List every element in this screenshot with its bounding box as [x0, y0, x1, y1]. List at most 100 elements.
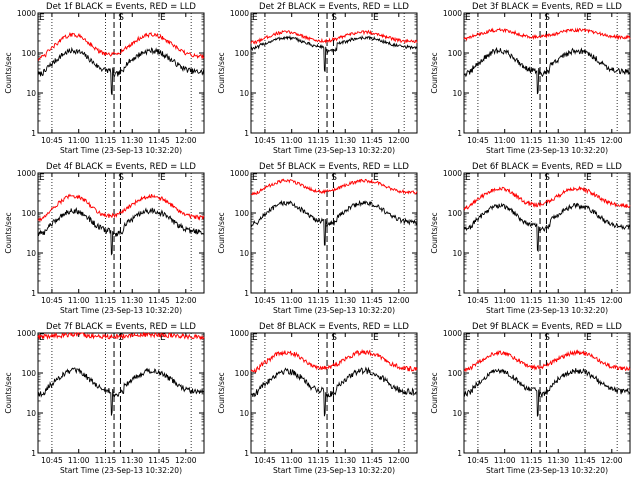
event-marker-label: E [252, 333, 258, 343]
y-tick-label: 100 [235, 49, 250, 58]
x-tick-label: 11:00 [281, 296, 303, 305]
y-tick-label: 1000 [17, 169, 36, 178]
detector-panel-4: Det 4f BLACK = Events, RED = LLD 1 10 100 10… [4, 162, 205, 315]
event-marker-label: S [118, 13, 124, 23]
event-marker-label: E [160, 13, 166, 23]
y-tick-label: 1 [31, 129, 36, 138]
x-axis-label: Start Time (23-Sep-13 10:32:20) [273, 466, 395, 475]
lld-series-line [37, 331, 205, 341]
detector-panel-7: Det 7f BLACK = Events, RED = LLD 1 10 100 10… [4, 322, 205, 475]
y-axis-label: Counts/sec [430, 372, 439, 413]
y-tick-label: 100 [448, 49, 463, 58]
y-tick-label: 1 [457, 449, 462, 458]
plot-frame [250, 332, 418, 454]
event-marker-label: S [331, 333, 337, 343]
y-tick-label: 100 [235, 369, 250, 378]
x-tick-label: 10:45 [254, 456, 276, 465]
lld-series-line [250, 29, 418, 45]
x-tick-label: 12:00 [175, 296, 197, 305]
x-tick-label: 12:00 [601, 296, 623, 305]
y-tick-label: 10 [239, 249, 249, 258]
x-tick-label: 10:45 [467, 136, 489, 145]
detector-panel-5: Det 5f BLACK = Events, RED = LLD 1 10 100 10… [217, 162, 418, 315]
lld-series-line [37, 31, 205, 61]
y-tick-label: 10 [452, 249, 462, 258]
x-tick-label: 12:00 [175, 136, 197, 145]
x-tick-label: 11:30 [547, 136, 569, 145]
event-marker-label: E [39, 13, 45, 23]
x-axis-label: Start Time (23-Sep-13 10:32:20) [273, 306, 395, 315]
panel-title: Det 9f BLACK = Events, RED = LLD [472, 322, 622, 332]
y-tick-label: 100 [448, 209, 463, 218]
x-tick-label: 10:45 [41, 456, 63, 465]
x-tick-label: 12:00 [175, 456, 197, 465]
y-tick-label: 1 [244, 129, 249, 138]
y-tick-label: 1 [31, 449, 36, 458]
panel-title: Det 1f BLACK = Events, RED = LLD [46, 2, 196, 12]
events-series-line [250, 199, 418, 246]
x-tick-label: 10:45 [41, 136, 63, 145]
x-tick-label: 10:45 [467, 456, 489, 465]
x-tick-label: 12:00 [388, 136, 410, 145]
y-tick-label: 1000 [230, 329, 249, 338]
event-marker-label: S [544, 333, 550, 343]
x-tick-label: 11:15 [95, 136, 117, 145]
x-tick-label: 11:00 [494, 296, 516, 305]
plot-frame [37, 172, 205, 294]
panel-title: Det 8f BLACK = Events, RED = LLD [259, 322, 409, 332]
y-axis-label: Counts/sec [217, 212, 226, 253]
x-tick-label: 10:45 [254, 136, 276, 145]
y-tick-label: 10 [239, 409, 249, 418]
plot-frame [250, 12, 418, 134]
event-marker-label: E [160, 333, 166, 343]
events-series-line [250, 34, 418, 72]
y-tick-label: 1 [457, 289, 462, 298]
detector-panel-8: Det 8f BLACK = Events, RED = LLD 1 10 100 10… [217, 322, 418, 475]
y-tick-label: 100 [22, 209, 37, 218]
x-tick-label: 11:00 [281, 136, 303, 145]
x-tick-label: 11:00 [68, 456, 90, 465]
event-marker-label: E [373, 173, 379, 183]
x-axis-label: Start Time (23-Sep-13 10:32:20) [60, 466, 182, 475]
events-series-line [37, 206, 205, 256]
y-tick-label: 1000 [443, 9, 462, 18]
y-tick-label: 100 [22, 369, 37, 378]
y-tick-label: 1 [244, 289, 249, 298]
lld-series-line [463, 27, 631, 42]
event-marker-label: S [118, 173, 124, 183]
event-marker-label: E [252, 13, 258, 23]
y-axis-label: Counts/sec [430, 52, 439, 93]
x-tick-label: 11:00 [494, 136, 516, 145]
events-series-line [463, 202, 631, 253]
x-axis-label: Start Time (23-Sep-13 10:32:20) [486, 466, 608, 475]
x-tick-label: 11:45 [148, 456, 170, 465]
x-tick-label: 11:15 [308, 296, 330, 305]
y-tick-label: 1000 [443, 329, 462, 338]
event-marker-label: E [465, 173, 471, 183]
y-tick-label: 10 [239, 89, 249, 98]
x-tick-label: 12:00 [601, 456, 623, 465]
y-axis-label: Counts/sec [4, 52, 13, 93]
x-tick-label: 11:30 [547, 296, 569, 305]
y-tick-label: 1000 [17, 9, 36, 18]
x-tick-label: 11:30 [121, 136, 143, 145]
events-series-line [463, 368, 631, 417]
event-marker-label: E [586, 13, 592, 23]
x-tick-label: 12:00 [601, 136, 623, 145]
y-tick-label: 10 [452, 89, 462, 98]
x-tick-label: 11:45 [148, 296, 170, 305]
event-marker-label: E [465, 333, 471, 343]
event-marker-label: S [544, 173, 550, 183]
x-tick-label: 11:00 [68, 296, 90, 305]
events-series-line [250, 366, 418, 417]
y-tick-label: 1 [457, 129, 462, 138]
panel-title: Det 5f BLACK = Events, RED = LLD [259, 162, 409, 172]
y-tick-label: 1000 [443, 169, 462, 178]
x-tick-label: 11:30 [334, 456, 356, 465]
x-tick-label: 11:45 [361, 136, 383, 145]
y-tick-label: 1 [31, 289, 36, 298]
panel-title: Det 3f BLACK = Events, RED = LLD [472, 2, 622, 12]
y-tick-label: 1 [244, 449, 249, 458]
plot-frame [250, 172, 418, 294]
y-tick-label: 100 [235, 209, 250, 218]
